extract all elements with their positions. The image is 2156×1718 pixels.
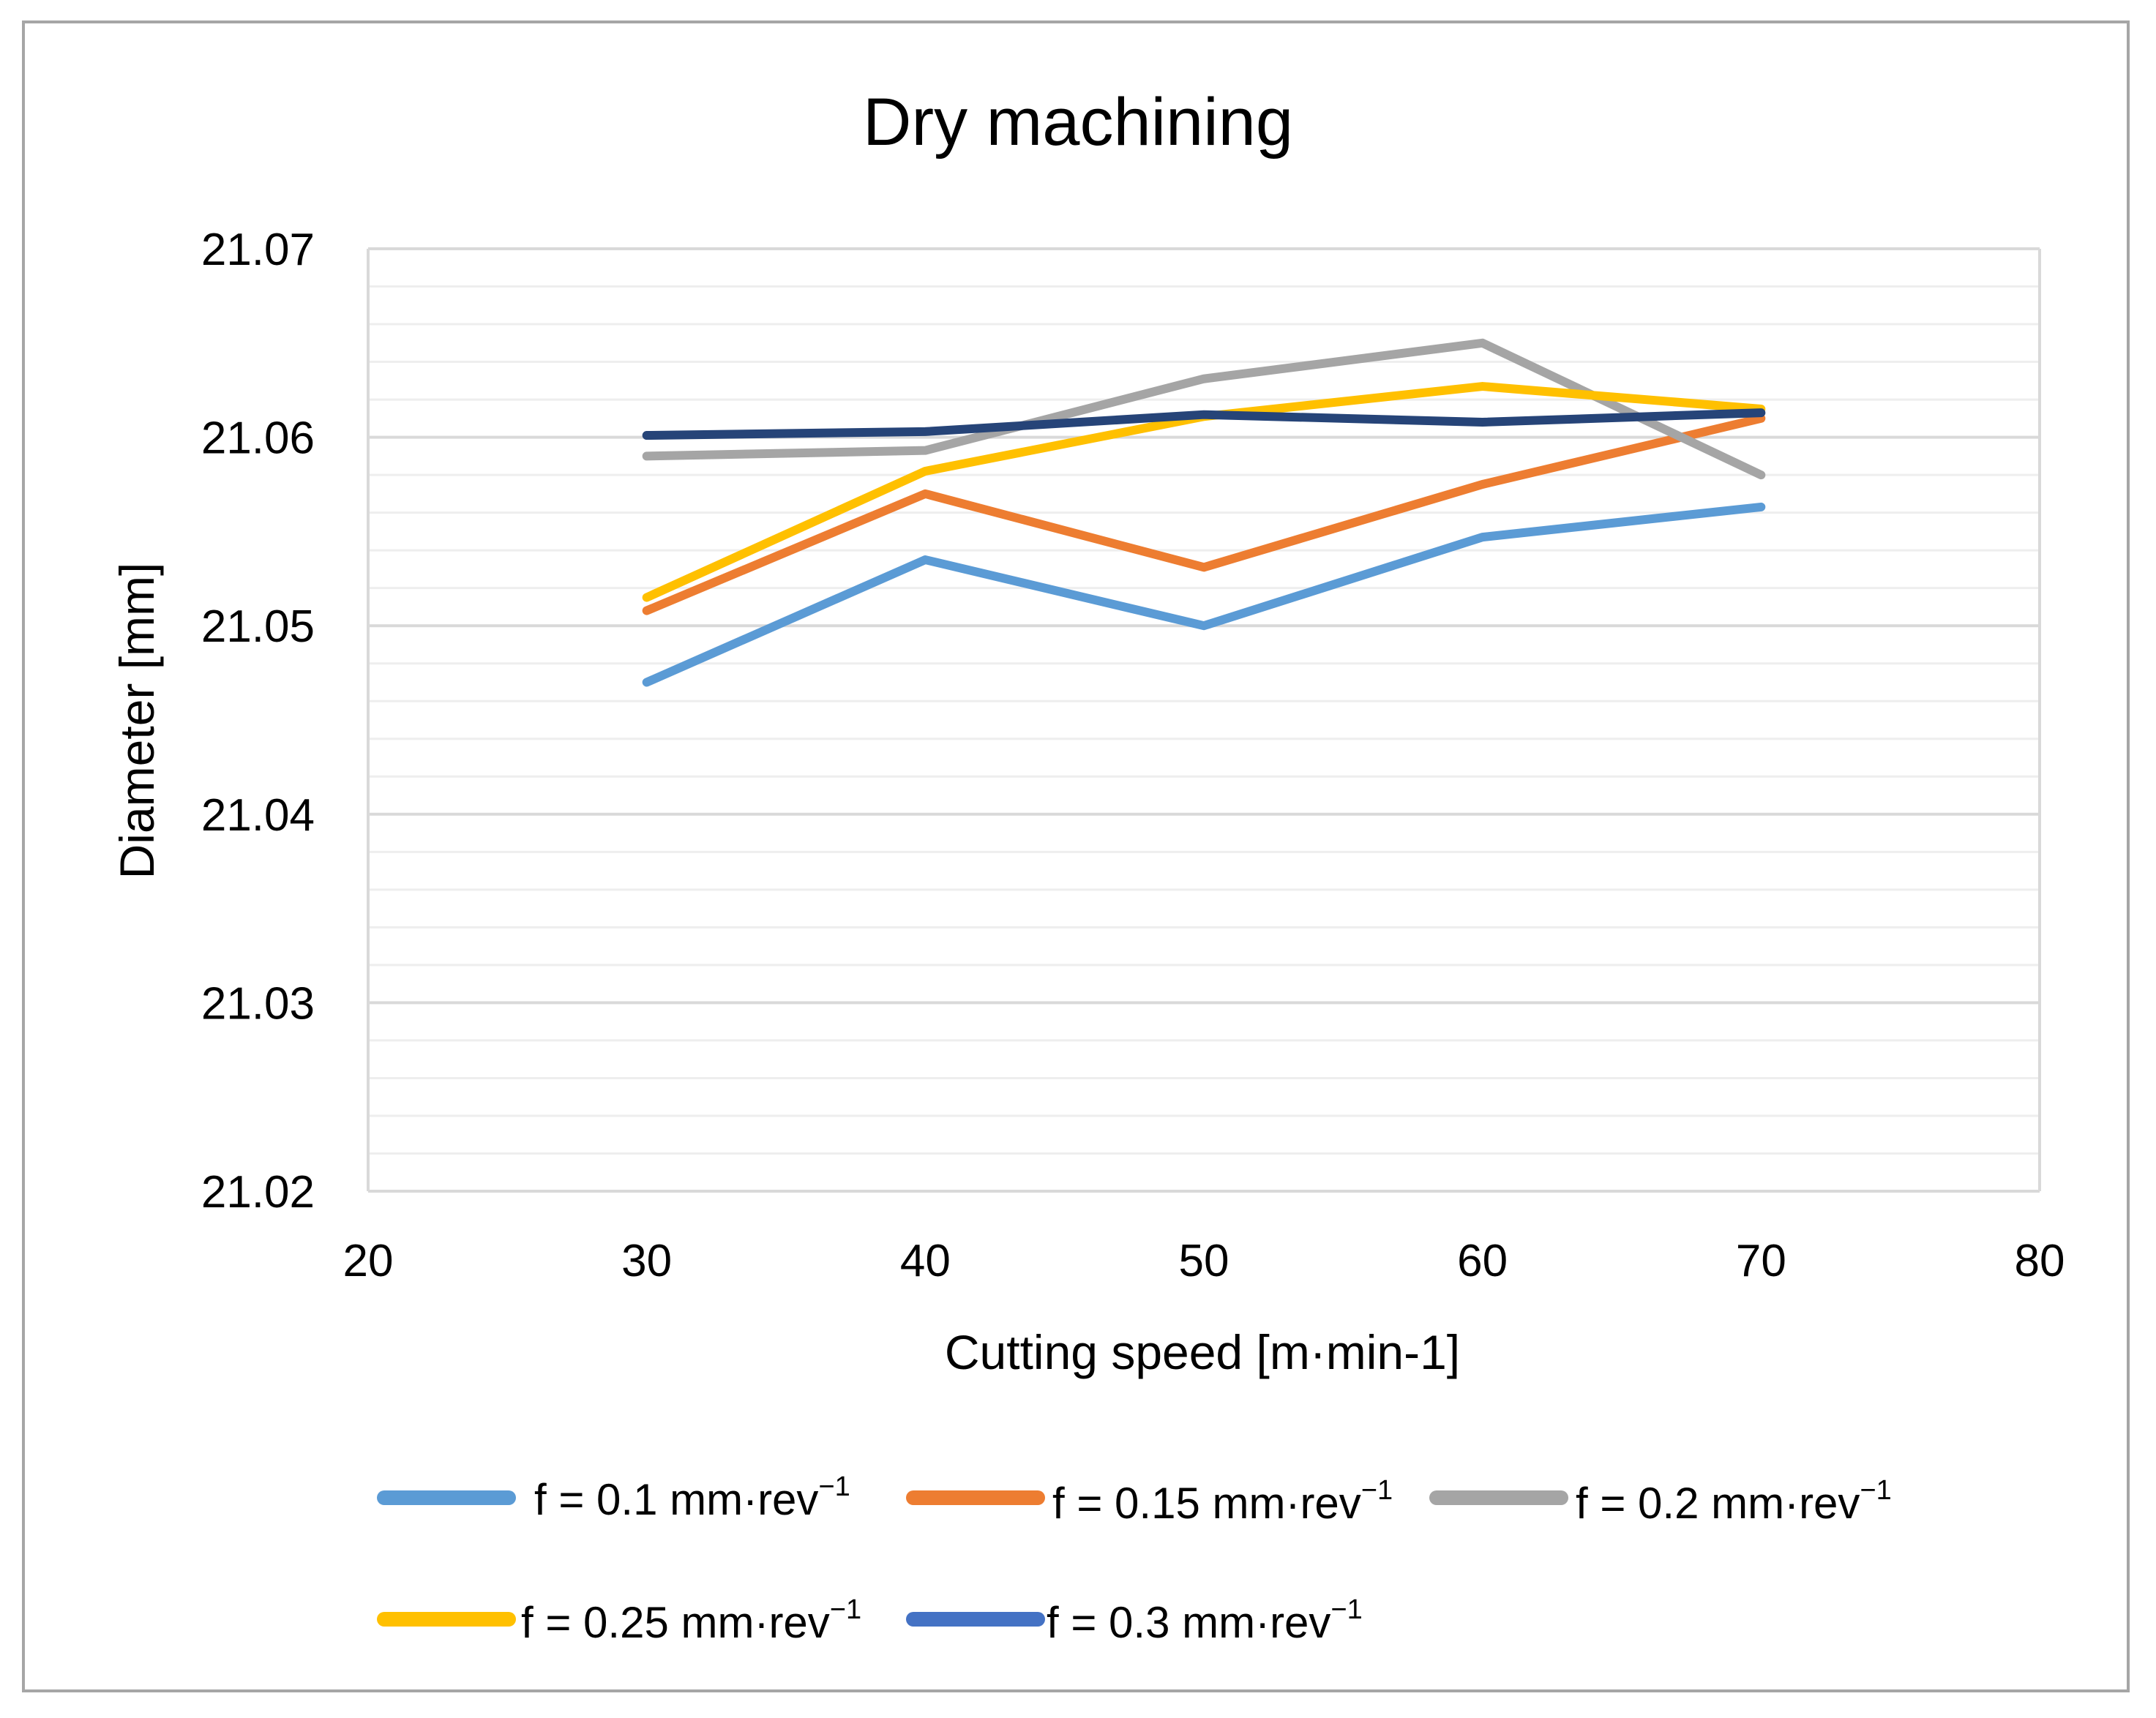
chart-title: Dry machining <box>863 85 1293 160</box>
legend-label: f = 0.15 mm·rev−1 <box>1052 1475 1393 1528</box>
series-line-1 <box>642 502 1766 687</box>
legend-item-5: f = 0.3 mm·rev−1 <box>906 1594 1363 1647</box>
chart-frame <box>22 20 2130 1692</box>
legend-exponent: −1 <box>830 1594 861 1625</box>
y-tick-label: 21.06 <box>201 413 315 464</box>
plot-axes <box>367 249 2041 1193</box>
x-tick-label: 40 <box>900 1236 951 1286</box>
grid-lines <box>368 247 2040 1155</box>
x-tick-label: 50 <box>1179 1236 1229 1286</box>
x-axis-label: Cutting speed [m·min-1] <box>945 1325 1460 1379</box>
legend-label: f = 0.3 mm·rev−1 <box>1047 1594 1363 1647</box>
legend-label: f = 0.25 mm·rev−1 <box>521 1594 861 1647</box>
y-tick-labels: 21.02 21.03 21.04 21.05 21.06 21.07 <box>201 225 315 1218</box>
legend-item-4: f = 0.25 mm·rev−1 <box>377 1594 861 1647</box>
y-axis-label: Diameter [mm] <box>110 563 164 879</box>
y-tick-label: 21.07 <box>201 225 315 275</box>
legend-item-3: f = 0.2 mm·rev−1 <box>1429 1475 1892 1528</box>
x-tick-label: 30 <box>621 1236 672 1286</box>
x-tick-labels: 20 30 40 50 60 70 80 <box>343 1236 2065 1286</box>
legend-exponent: −1 <box>818 1471 850 1502</box>
legend-label: f = 0.2 mm·rev−1 <box>1576 1475 1892 1528</box>
series-line-5 <box>642 408 1766 440</box>
legend-exponent: −1 <box>1860 1475 1891 1506</box>
x-tick-label: 20 <box>343 1236 394 1286</box>
legend: f = 0.1 mm·rev−1 f = 0.15 mm·rev−1 f = 0.2… <box>377 1471 1892 1647</box>
legend-label: f = 0.1 mm·rev−1 <box>534 1471 850 1524</box>
y-tick-label: 21.03 <box>201 978 315 1029</box>
series-lines <box>642 338 1766 687</box>
x-tick-label: 60 <box>1457 1236 1508 1286</box>
legend-exponent: −1 <box>1361 1475 1393 1506</box>
series-line-3 <box>642 338 1766 480</box>
legend-item-2: f = 0.15 mm·rev−1 <box>906 1475 1393 1528</box>
y-tick-label: 21.04 <box>201 790 315 841</box>
x-tick-label: 80 <box>2015 1236 2065 1286</box>
x-tick-label: 70 <box>1736 1236 1786 1286</box>
legend-item-1: f = 0.1 mm·rev−1 <box>377 1471 850 1524</box>
y-tick-label: 21.05 <box>201 601 315 652</box>
legend-exponent: −1 <box>1330 1594 1362 1625</box>
series-line-2 <box>642 413 1766 615</box>
y-tick-label: 21.02 <box>201 1167 315 1218</box>
